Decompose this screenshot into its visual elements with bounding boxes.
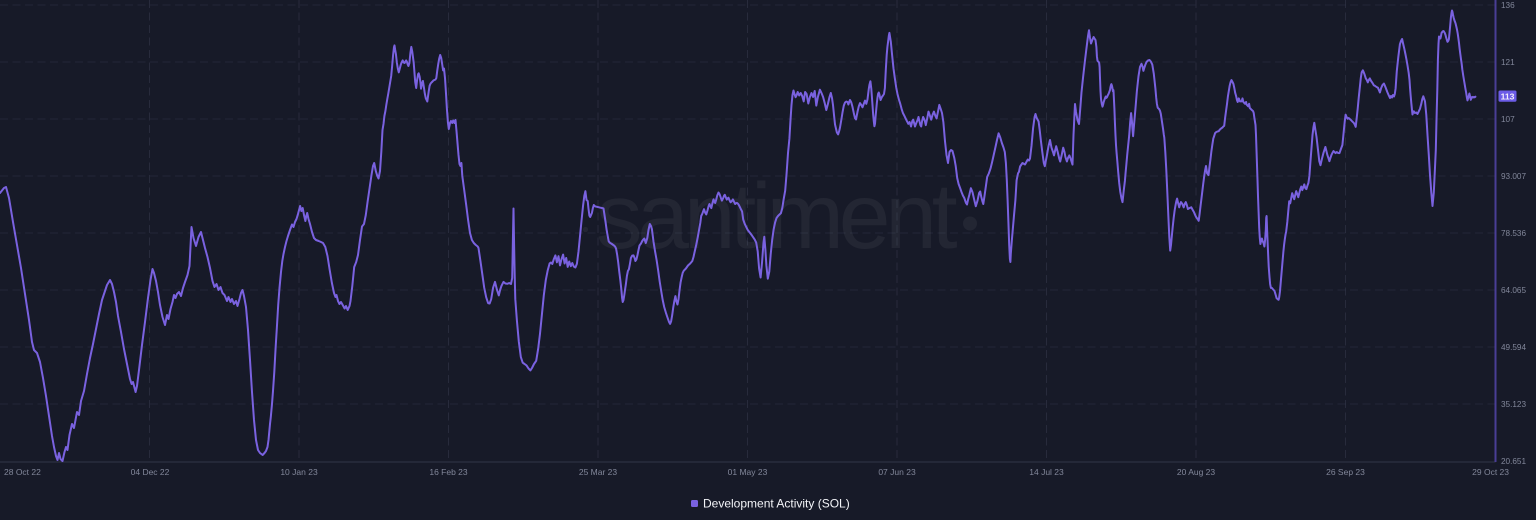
svg-text:Development Activity (SOL): Development Activity (SOL) bbox=[703, 497, 850, 511]
svg-text:107: 107 bbox=[1501, 115, 1515, 124]
svg-text:113: 113 bbox=[1501, 91, 1515, 101]
svg-text:25 Mar 23: 25 Mar 23 bbox=[579, 467, 618, 477]
svg-text:01 May 23: 01 May 23 bbox=[728, 467, 768, 477]
svg-text:28 Oct 22: 28 Oct 22 bbox=[4, 467, 41, 477]
svg-text:04 Dec 22: 04 Dec 22 bbox=[131, 467, 170, 477]
svg-text:78.536: 78.536 bbox=[1501, 229, 1526, 238]
svg-text:20.651: 20.651 bbox=[1501, 457, 1526, 466]
svg-text:20 Aug 23: 20 Aug 23 bbox=[1177, 467, 1216, 477]
svg-text:93.007: 93.007 bbox=[1501, 172, 1526, 181]
svg-text:64.065: 64.065 bbox=[1501, 286, 1526, 295]
svg-text:santiment: santiment bbox=[596, 164, 958, 268]
svg-text:26 Sep 23: 26 Sep 23 bbox=[1326, 467, 1365, 477]
svg-text:14 Jul 23: 14 Jul 23 bbox=[1029, 467, 1064, 477]
svg-text:16 Feb 23: 16 Feb 23 bbox=[429, 467, 468, 477]
svg-text:49.594: 49.594 bbox=[1501, 343, 1526, 352]
svg-text:35.123: 35.123 bbox=[1501, 400, 1526, 409]
svg-text:121: 121 bbox=[1501, 58, 1515, 67]
svg-text:136: 136 bbox=[1501, 1, 1515, 10]
svg-text:10 Jan 23: 10 Jan 23 bbox=[280, 467, 318, 477]
svg-text:07 Jun 23: 07 Jun 23 bbox=[878, 467, 916, 477]
svg-text:29 Oct 23: 29 Oct 23 bbox=[1472, 467, 1509, 477]
